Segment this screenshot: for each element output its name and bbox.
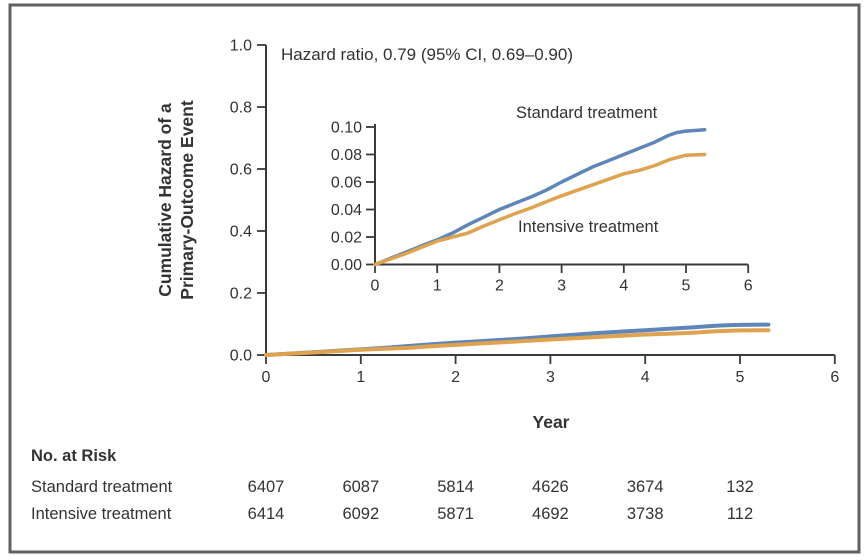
- risk-row-label-standard: Standard treatment: [31, 478, 173, 496]
- risk-values-group: 6407 6087 5814 4626 3674 132 6414 6092 5871 4692 3…: [248, 478, 754, 523]
- main-x-tick-label: 2: [451, 369, 460, 386]
- main-y-tick-label: 0.0: [230, 348, 252, 365]
- risk-value: 5871: [437, 505, 474, 523]
- main-y-axis-title-line2: Primary-Outcome Event: [177, 100, 197, 300]
- x-axis-title: Year: [533, 412, 570, 432]
- main-x-tick-label: 3: [546, 369, 555, 386]
- curves-group: [264, 128, 771, 357]
- main-x-tick-label: 6: [830, 369, 839, 386]
- main-y-axis-title-line1: Cumulative Hazard of a: [155, 103, 175, 297]
- inset-x-tick-label: 2: [495, 278, 504, 295]
- axes-group: 0.0 0.2 0.4 0.6 0.8 1.0 0 1 2 3 4 5 6 0.00 0.02 0.04 0.0…: [230, 38, 840, 387]
- main-x-tick-label: 5: [736, 369, 745, 386]
- risk-value: 6092: [342, 505, 379, 523]
- no-at-risk-title: No. at Risk: [31, 447, 117, 465]
- risk-row-label-intensive: Intensive treatment: [31, 505, 172, 523]
- inset-x-tick-label: 5: [682, 278, 691, 295]
- standard-treatment-curve-label: Standard treatment: [516, 104, 658, 122]
- main-x-tick-label: 1: [356, 369, 365, 386]
- intensive-treatment-curve-label: Intensive treatment: [518, 218, 659, 236]
- risk-value: 4626: [532, 478, 569, 496]
- main-y-tick-label: 1.0: [230, 38, 252, 55]
- inset-y-tick-label: 0.10: [331, 120, 362, 137]
- main-curve-intensive: [264, 328, 771, 357]
- inset-y-tick-label: 0.04: [331, 202, 362, 219]
- risk-value: 4692: [532, 505, 569, 523]
- risk-value: 3674: [627, 478, 664, 496]
- risk-value: 5814: [437, 478, 474, 496]
- inset-curve-intensive: [373, 152, 707, 267]
- inset-y-tick-label: 0.00: [331, 257, 362, 274]
- main-x-tick-label: 0: [262, 369, 271, 386]
- inset-x-tick-label: 4: [619, 278, 628, 295]
- risk-value: 112: [727, 505, 753, 523]
- main-y-tick-label: 0.6: [230, 162, 252, 179]
- main-x-tick-label: 4: [641, 369, 650, 386]
- inset-x-tick-label: 1: [433, 278, 442, 295]
- main-y-tick-label: 0.8: [230, 100, 252, 117]
- main-y-tick-label: 0.2: [230, 286, 252, 303]
- inset-x-tick-label: 6: [744, 278, 753, 295]
- risk-value: 3738: [627, 505, 664, 523]
- risk-value: 6414: [248, 505, 285, 523]
- hazard-ratio-annotation: Hazard ratio, 0.79 (95% CI, 0.69–0.90): [281, 45, 573, 64]
- inset-y-tick-label: 0.06: [331, 175, 362, 192]
- risk-value: 132: [726, 478, 754, 496]
- risk-value: 6087: [342, 478, 379, 496]
- inset-x-tick-label: 0: [371, 278, 380, 295]
- risk-value: 6407: [248, 478, 285, 496]
- main-y-tick-label: 0.4: [230, 224, 252, 241]
- inset-y-tick-label: 0.08: [331, 147, 362, 164]
- figure-frame-border: [8, 3, 861, 554]
- inset-y-tick-label: 0.02: [331, 230, 362, 247]
- inset-x-tick-label: 3: [557, 278, 566, 295]
